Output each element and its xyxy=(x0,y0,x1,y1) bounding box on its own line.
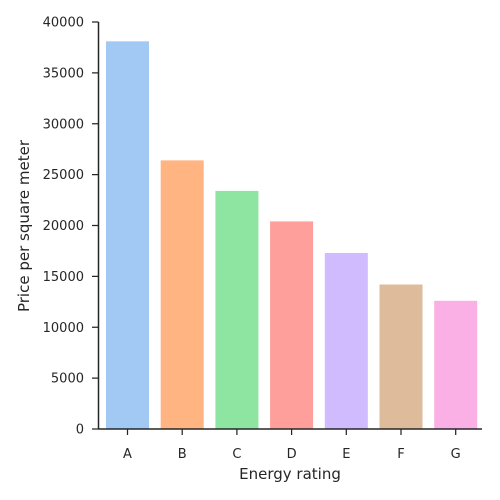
y-axis-ticks: 0 5000 10000 15000 20000 25000 30000 35000 40000 xyxy=(43,16,99,438)
bar-D xyxy=(270,221,314,429)
x-tick-label: F xyxy=(397,447,404,462)
x-tick-label: B xyxy=(178,447,187,462)
y-tick-label: 5000 xyxy=(51,372,84,387)
bars-group xyxy=(106,41,478,430)
bar-B xyxy=(160,160,204,429)
x-tick-label: E xyxy=(342,447,350,462)
y-tick-label: 0 xyxy=(76,423,84,438)
y-tick-label: 25000 xyxy=(43,168,84,183)
bar-E xyxy=(324,252,368,429)
y-tick-label: 30000 xyxy=(43,117,84,132)
x-tick-label: A xyxy=(123,447,132,462)
y-tick-label: 15000 xyxy=(43,270,84,285)
bar-C xyxy=(215,190,259,429)
x-tick-label: G xyxy=(451,447,461,462)
y-axis-label: Price per square meter xyxy=(15,139,33,312)
y-tick-label: 35000 xyxy=(43,66,84,81)
bar-G xyxy=(434,300,478,429)
y-tick-label: 40000 xyxy=(43,16,84,31)
bar-A xyxy=(106,41,149,430)
bar-F xyxy=(379,284,423,429)
x-tick-label: C xyxy=(232,447,241,462)
x-tick-label: D xyxy=(287,447,297,462)
x-axis-label: Energy rating xyxy=(239,465,341,483)
y-tick-label: 10000 xyxy=(43,321,84,336)
x-axis-ticks: A B C D E F G xyxy=(123,429,461,462)
y-tick-label: 20000 xyxy=(43,219,84,234)
